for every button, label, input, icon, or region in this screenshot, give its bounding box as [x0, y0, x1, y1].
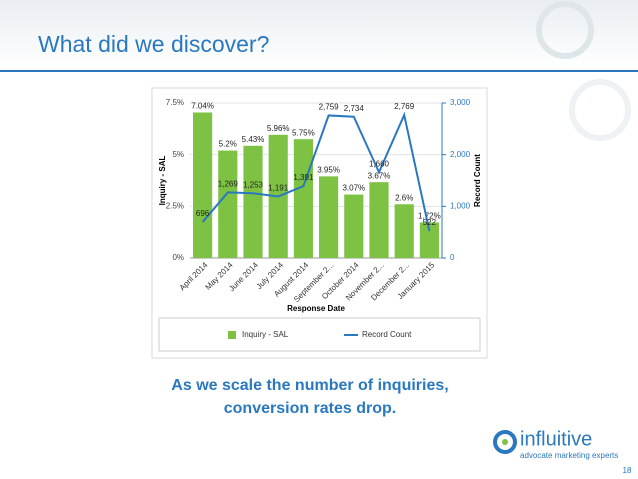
legend-label: Record Count [362, 330, 412, 339]
line-value-label: 2,759 [319, 103, 340, 112]
y-tick-label: 2.5% [166, 201, 184, 210]
bar-value-label: 1.72% [418, 212, 441, 221]
line-value-label: 1,269 [218, 180, 239, 189]
line-value-label: 2,769 [394, 102, 415, 111]
bar-value-label: 2.6% [395, 193, 413, 202]
legend-swatch [228, 331, 236, 339]
y2-tick-label: 3,000 [450, 98, 471, 107]
bar [193, 112, 213, 258]
logo: influitive advocate marketing experts [493, 428, 618, 460]
legend-box [158, 317, 481, 352]
logo-name: influitive [520, 428, 592, 450]
bar [344, 194, 364, 258]
bar [293, 139, 313, 258]
logo-icon [502, 439, 508, 445]
y-tick-label: 7.5% [166, 98, 184, 107]
y2-tick-label: 2,000 [450, 150, 471, 159]
line-value-label: 522 [423, 218, 437, 227]
bar [319, 176, 339, 258]
bar-value-label: 3.95% [317, 165, 340, 174]
header-band [0, 0, 638, 68]
decor [536, 1, 594, 59]
bar [419, 222, 439, 258]
bar-value-label: 5.75% [292, 128, 315, 137]
bar-value-label: 3.67% [368, 171, 391, 180]
line-value-label: 1,391 [293, 173, 314, 182]
line-value-label: 696 [196, 209, 210, 218]
logo-tagline: advocate marketing experts [520, 451, 618, 460]
bar-value-label: 3.07% [342, 184, 365, 193]
line-value-label: 1,253 [243, 180, 264, 189]
page-number-box [618, 464, 636, 476]
bar [369, 182, 389, 258]
bar-value-label: 5.43% [242, 135, 265, 144]
y2-tick-label: 0 [450, 253, 455, 262]
bar-value-label: 7.04% [191, 102, 214, 111]
bar [394, 204, 414, 258]
page-number: 18 [623, 466, 632, 475]
bar-value-label: 5.2% [219, 140, 237, 149]
y-tick-label: 0% [172, 253, 184, 262]
y-axis-label: Inquiry - SAL [158, 156, 167, 206]
x-axis-label: Response Date [287, 304, 345, 313]
y2-axis-label: Record Count [473, 154, 482, 207]
line-value-label: 1,191 [268, 184, 289, 193]
caption: As we scale the number of inquiries, [171, 377, 448, 394]
bar-value-label: 5.96% [267, 124, 290, 133]
slide-title: What did we discover? [38, 31, 269, 57]
line-value-label: 1,660 [369, 159, 390, 168]
y2-tick-label: 1,000 [450, 201, 471, 210]
y-tick-label: 5% [172, 150, 184, 159]
legend-label: Inquiry - SAL [242, 330, 289, 339]
bar [218, 150, 238, 258]
line-value-label: 2,734 [344, 104, 365, 113]
line [201, 111, 431, 232]
bar [243, 145, 263, 258]
decor [569, 79, 631, 141]
caption: conversion rates drop. [224, 400, 397, 417]
logo-icon [493, 430, 517, 454]
